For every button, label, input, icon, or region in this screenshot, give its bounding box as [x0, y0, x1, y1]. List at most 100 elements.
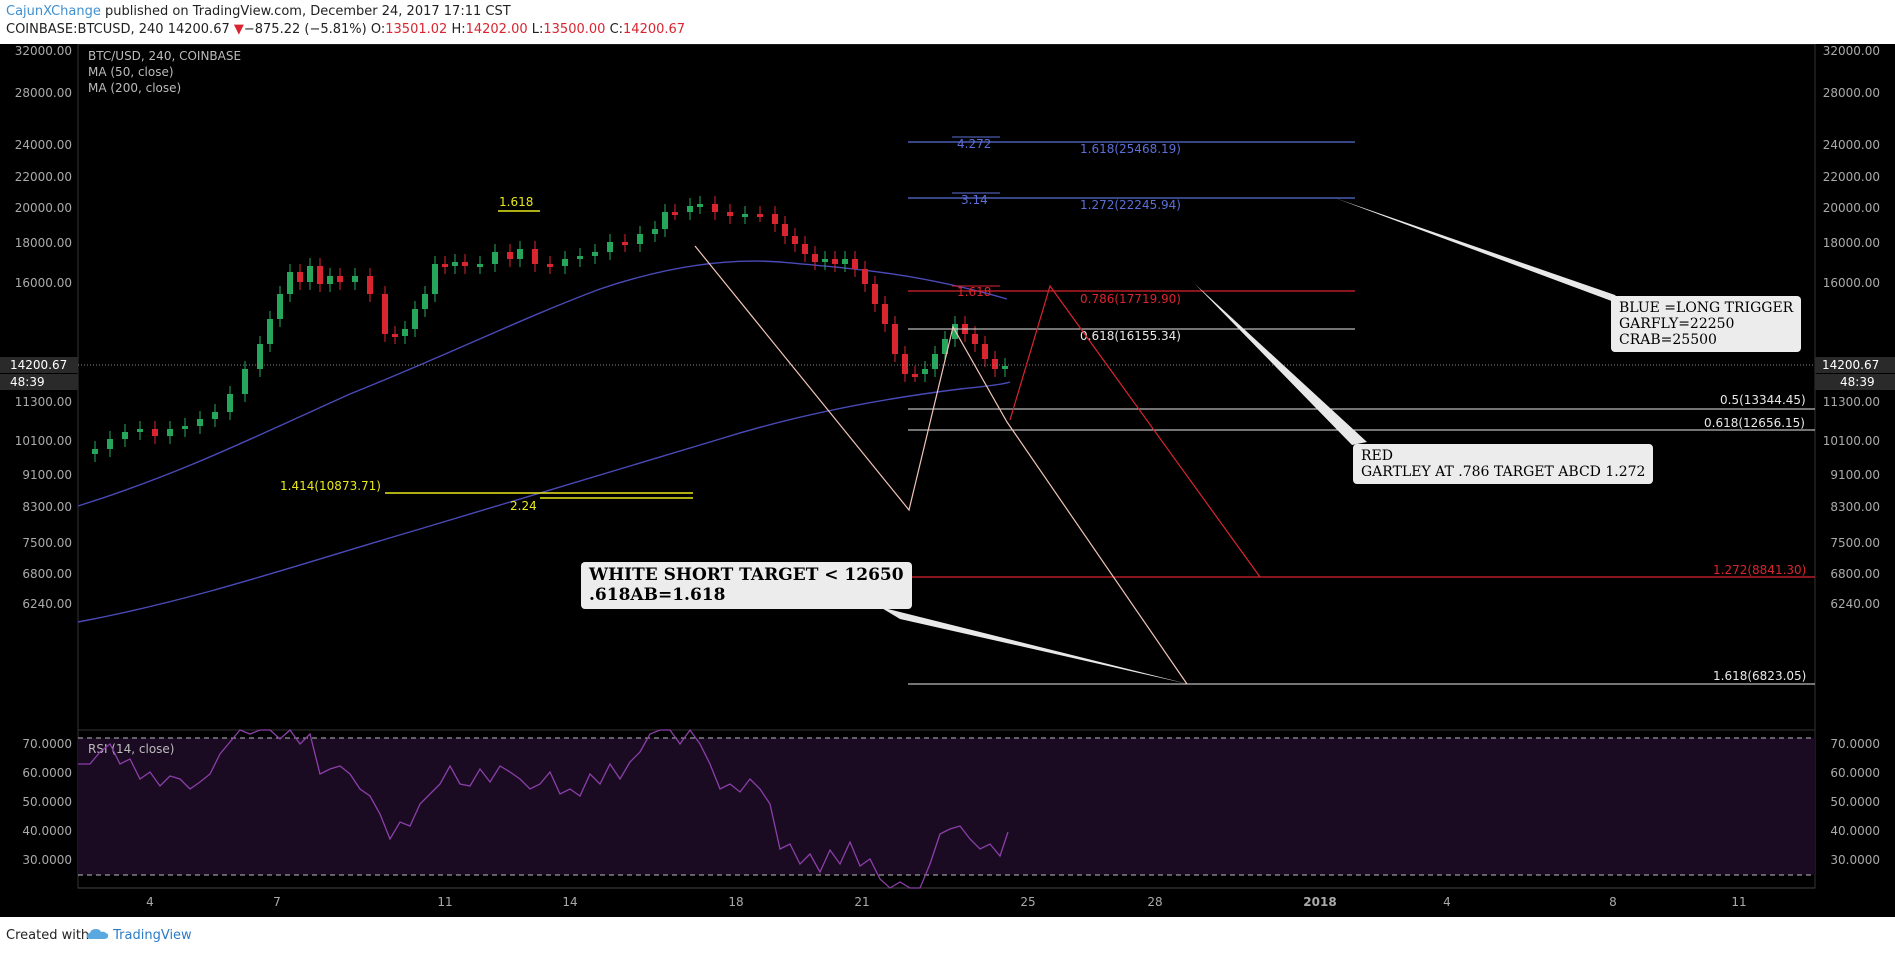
candle-body	[757, 214, 763, 217]
candle-body	[507, 252, 513, 259]
rsi-axis-right-tick: 70.0000	[1830, 737, 1880, 751]
blue-callout[interactable]: BLUE =LONG TRIGGER GARFLY=22250 CRAB=255…	[1611, 296, 1802, 353]
price-axis-right-tick: 28000.00	[1823, 86, 1880, 100]
yellow-fib-1618-label: 1.618	[499, 195, 533, 209]
chart-canvas[interactable]: 32000.00 28000.00 24000.00 22000.00 20000.00…	[0, 43, 1895, 917]
candle-body	[912, 374, 918, 377]
time-axis-tick: 21	[854, 895, 869, 909]
blue-fib-314-label: 3.14	[961, 193, 988, 207]
price-axis-left-tick: 10100.00	[15, 434, 72, 448]
candle-body	[892, 324, 898, 354]
candle-body	[462, 262, 468, 266]
candle-body	[687, 206, 693, 212]
time-axis-tick: 11	[1731, 895, 1746, 909]
candle-body	[517, 249, 523, 259]
low-value: 13500.00	[543, 22, 606, 37]
candle-body	[107, 439, 113, 449]
rsi-axis-right-tick: 50.0000	[1830, 795, 1880, 809]
candle-body	[442, 264, 448, 267]
rsi-axis-right: 70.0000 60.0000 50.0000 40.0000 30.0000	[1830, 737, 1880, 867]
red-fib-786-label: 0.786(17719.90)	[1080, 292, 1181, 306]
candle-body	[577, 256, 583, 259]
candle-body	[1002, 366, 1008, 369]
chart-header: CajunXChange published on TradingView.co…	[0, 0, 1895, 44]
price-axis-left-tick: 8300.00	[22, 500, 72, 514]
candle-body	[992, 359, 998, 369]
candle-body	[792, 236, 798, 244]
blue-callout-line-2: GARFLY=22250	[1619, 316, 1735, 333]
price-axis-right-tick: 16000.00	[1823, 276, 1880, 290]
price-axis-right-tick: 32000.00	[1823, 44, 1880, 58]
high-value: 14202.00	[465, 22, 528, 37]
candle-body	[832, 259, 838, 264]
candle-body	[802, 244, 808, 254]
white-callout[interactable]: WHITE SHORT TARGET < 12650 .618AB=1.618	[581, 562, 912, 610]
countdown-tag-left-text: 48:39	[10, 375, 45, 389]
time-axis-tick: 4	[1443, 895, 1451, 909]
candle-body	[607, 242, 613, 252]
candle-body	[277, 294, 283, 319]
time-axis-tick: 11	[437, 895, 452, 909]
candle-body	[862, 269, 868, 284]
rsi-line	[78, 728, 1009, 889]
candle-body	[212, 412, 218, 419]
candle-body	[742, 214, 748, 217]
candle-body	[812, 254, 818, 262]
price-axis-right-tick: 10100.00	[1823, 434, 1880, 448]
price-axis-right-tick: 8300.00	[1830, 500, 1880, 514]
rsi-axis-left-tick: 30.0000	[22, 853, 72, 867]
close-value: 14200.67	[623, 22, 686, 37]
author-link[interactable]: CajunXChange	[6, 4, 101, 19]
price-axis-left-tick: 22000.00	[15, 170, 72, 184]
red-callout-pointer	[1195, 284, 1367, 445]
time-axis-tick: 7	[273, 895, 281, 909]
blue-callout-line-1: BLUE =LONG TRIGGER	[1619, 300, 1794, 316]
countdown-tag-right-text: 48:39	[1840, 375, 1875, 389]
price-axis-right-tick: 20000.00	[1823, 201, 1880, 215]
ohlc-line: COINBASE:BTCUSD, 240 14200.67 ▼−875.22 (…	[6, 22, 685, 37]
price-axis-left-tick: 6240.00	[22, 597, 72, 611]
candle-body	[382, 294, 388, 334]
candle-body	[137, 429, 143, 432]
tradingview-brand: TradingView	[113, 928, 192, 943]
candle-body	[662, 212, 668, 229]
price-change: −875.22 (−5.81%)	[243, 22, 367, 37]
price-axis-right-tick: 24000.00	[1823, 138, 1880, 152]
price-axis-right-tick: 9100.00	[1830, 468, 1880, 482]
countdown-tag-left	[0, 374, 78, 390]
red-callout[interactable]: RED GARTLEY AT .786 TARGET ABCD 1.272	[1353, 444, 1654, 485]
candle-body	[637, 234, 643, 244]
candle-body	[352, 276, 358, 282]
down-arrow-icon: ▼	[233, 22, 244, 37]
candle-body	[532, 249, 538, 264]
legend-ma50: MA (50, close)	[88, 65, 174, 79]
ma50-line	[77, 260, 1008, 507]
rsi-axis-right-tick: 40.0000	[1830, 824, 1880, 838]
rsi-axis-right-tick: 60.0000	[1830, 766, 1880, 780]
candle-body	[392, 334, 398, 337]
white-callout-line-1: WHITE SHORT TARGET < 12650	[589, 565, 904, 585]
candle-body	[92, 449, 98, 454]
candle-body	[182, 426, 188, 429]
time-axis-tick: 28	[1147, 895, 1162, 909]
candle-body	[227, 394, 233, 412]
tradingview-logo[interactable]: TradingView	[87, 928, 192, 943]
price-axis-left-tick: 20000.00	[15, 201, 72, 215]
price-axis-left[interactable]: 32000.00 28000.00 24000.00 22000.00 20000.00…	[15, 44, 72, 611]
time-axis[interactable]: 4 7 11 14 18 21 25 28 2018 4 8 11	[146, 895, 1746, 909]
price-axis-left-tick: 9100.00	[22, 468, 72, 482]
high-label: H:	[451, 22, 466, 37]
open-value: 13501.02	[385, 22, 448, 37]
chart-area[interactable]: 32000.00 28000.00 24000.00 22000.00 20000.00…	[0, 43, 1895, 917]
white-callout-line-2: .618AB=1.618	[589, 584, 726, 605]
candlestick-series[interactable]	[92, 196, 1008, 462]
publish-text: published on TradingView.com, December 2…	[100, 4, 511, 19]
white-short-pattern	[694, 245, 1188, 685]
open-label: O:	[370, 22, 386, 37]
white-fib-1618-label: 1.618(6823.05)	[1713, 669, 1806, 683]
price-axis-right[interactable]: 32000.00 28000.00 24000.00 22000.00 20000.00…	[1823, 44, 1880, 611]
candle-body	[982, 344, 988, 359]
candle-body	[697, 204, 703, 207]
candle-body	[922, 369, 928, 374]
candle-body	[422, 294, 428, 309]
